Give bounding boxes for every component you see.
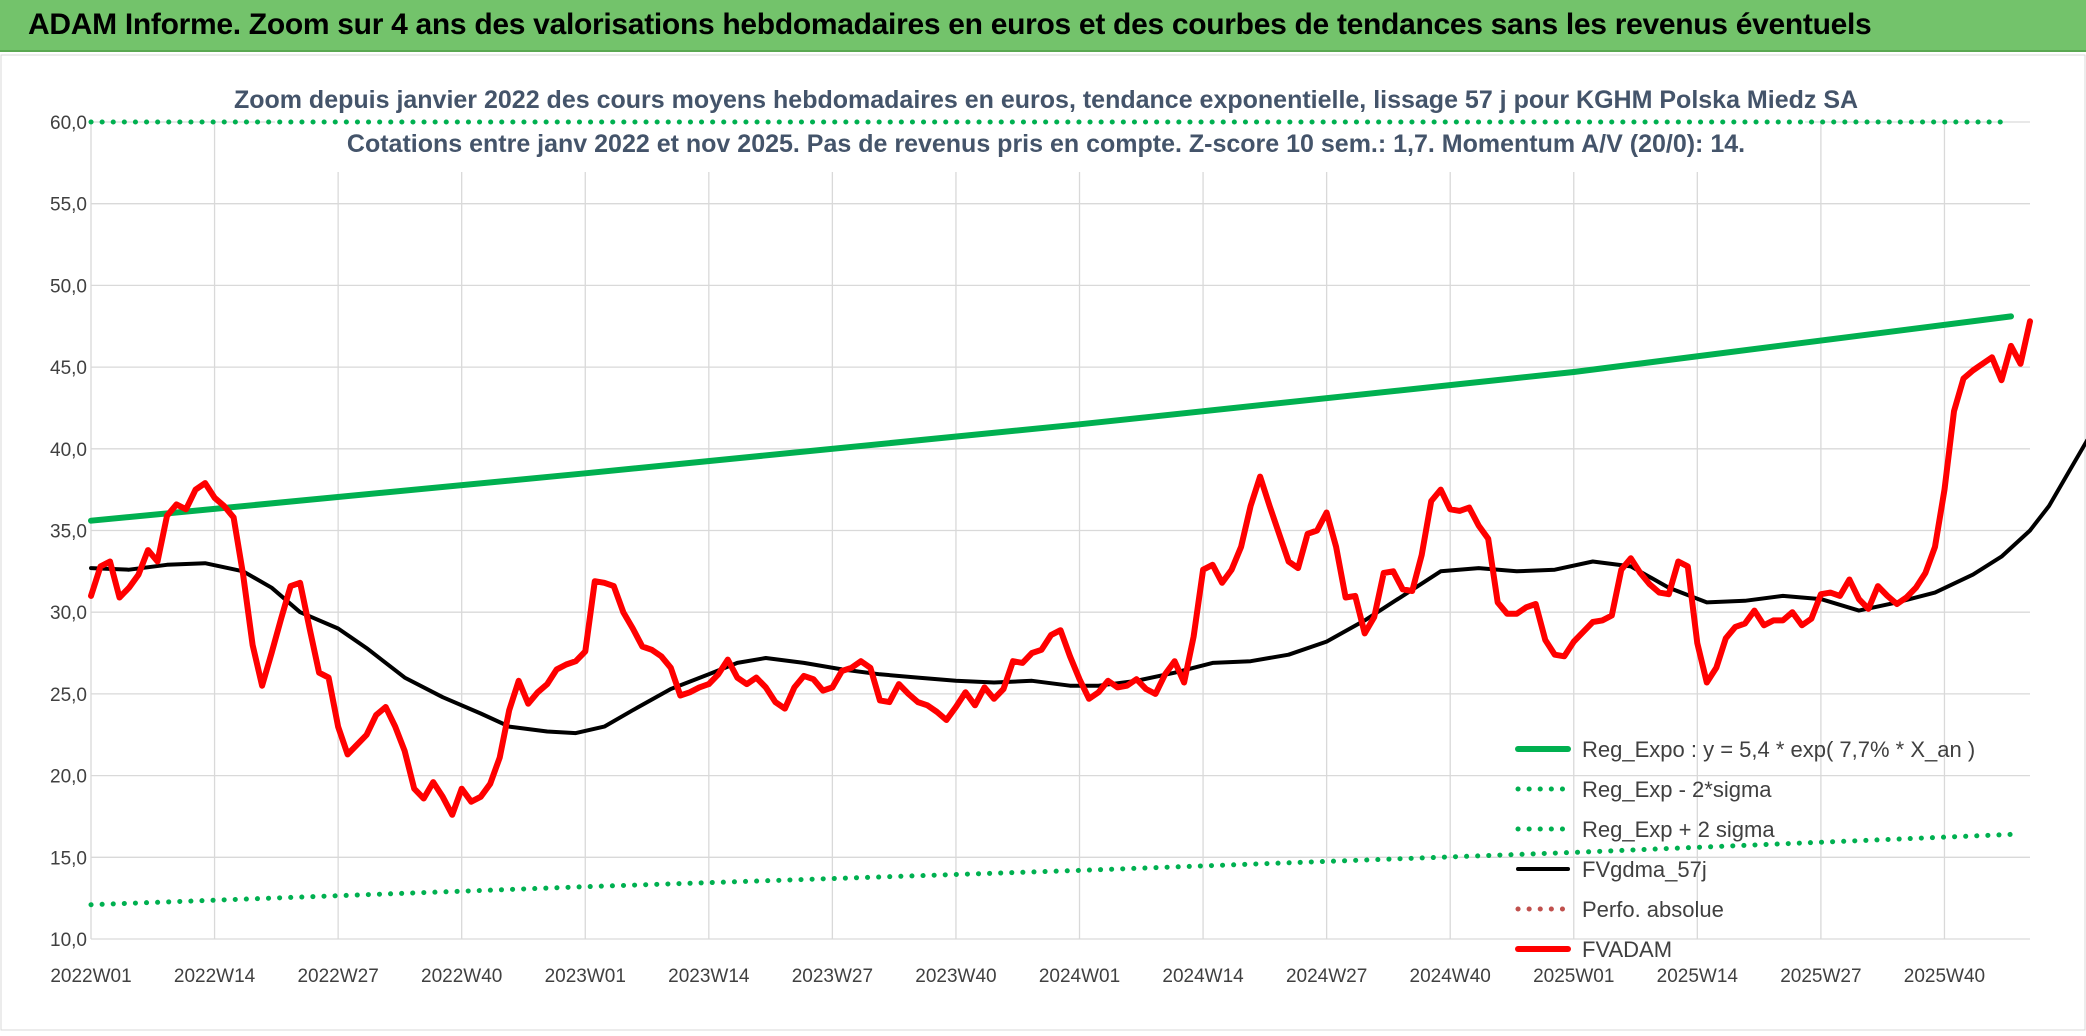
legend-label: FVgdma_57j: [1582, 857, 1707, 882]
chart-subtitle: Cotations entre janv 2022 et nov 2025. P…: [347, 130, 1745, 158]
chart-frame: 10,0 15,0 20,0 25,0 30,0 35,0 40,0 45,0 50,0 55,0…: [0, 54, 2086, 1031]
x-tick-label: 2025W01: [1533, 966, 1614, 987]
title-backdrop: [275, 62, 1805, 172]
legend-label: Perfo. absolue: [1582, 897, 1724, 922]
legend-label: FVADAM: [1582, 937, 1672, 962]
legend: Reg_Expo : y = 5,4 * exp( 7,7% * X_an ) R…: [1515, 737, 1975, 962]
series-line-1: [88, 831, 2014, 908]
y-tick-label: 10,0: [50, 930, 87, 951]
line-chart: 10,0 15,0 20,0 25,0 30,0 35,0 40,0 45,0 50,0 55,0…: [0, 54, 2086, 1031]
x-tick-label: 2024W14: [1162, 966, 1244, 987]
y-tick-label: 20,0: [50, 767, 87, 788]
y-axis: 10,0 15,0 20,0 25,0 30,0 35,0 40,0 45,0 50,0 55,0…: [50, 113, 87, 951]
report-header: ADAM Informe. Zoom sur 4 ans des valoris…: [0, 0, 2086, 52]
x-tick-label: 2022W40: [421, 966, 502, 987]
report-title: ADAM Informe. Zoom sur 4 ans des valoris…: [28, 8, 1872, 41]
y-tick-label: 50,0: [50, 276, 87, 297]
chart-title: Zoom depuis janvier 2022 des cours moyen…: [234, 86, 1858, 114]
x-tick-label: 2022W14: [174, 966, 256, 987]
x-tick-label: 2024W40: [1410, 966, 1491, 987]
legend-label: Reg_Expo : y = 5,4 * exp( 7,7% * X_an ): [1582, 737, 1975, 762]
x-tick-label: 2023W27: [792, 966, 873, 987]
legend-label: Reg_Exp + 2 sigma: [1582, 817, 1775, 842]
y-tick-label: 45,0: [50, 358, 87, 379]
x-tick-label: 2022W01: [50, 966, 131, 987]
x-tick-label: 2022W27: [297, 966, 378, 987]
legend-label: Reg_Exp - 2*sigma: [1582, 777, 1772, 802]
x-tick-label: 2025W14: [1657, 966, 1739, 987]
y-tick-label: 55,0: [50, 195, 87, 216]
x-tick-label: 2025W27: [1780, 966, 1861, 987]
series-line-5: [88, 318, 2033, 818]
series-lines: [88, 119, 2086, 908]
x-tick-label: 2025W40: [1904, 966, 1985, 987]
y-tick-label: 30,0: [50, 603, 87, 624]
x-tick-label: 2024W27: [1286, 966, 1367, 987]
y-tick-label: 15,0: [50, 848, 87, 869]
y-tick-label: 35,0: [50, 522, 87, 543]
x-tick-label: 2023W01: [545, 966, 626, 987]
y-tick-label: 60,0: [50, 113, 87, 134]
series-line-0: [88, 313, 2014, 524]
x-tick-label: 2023W14: [668, 966, 750, 987]
x-axis: 2022W01 2022W14 2022W27 2022W40 2023W01 2023W…: [50, 966, 1985, 987]
y-tick-label: 25,0: [50, 685, 87, 706]
chart-background: [0, 54, 2086, 1031]
x-tick-label: 2024W01: [1039, 966, 1120, 987]
x-tick-label: 2023W40: [915, 966, 996, 987]
y-tick-label: 40,0: [50, 440, 87, 461]
